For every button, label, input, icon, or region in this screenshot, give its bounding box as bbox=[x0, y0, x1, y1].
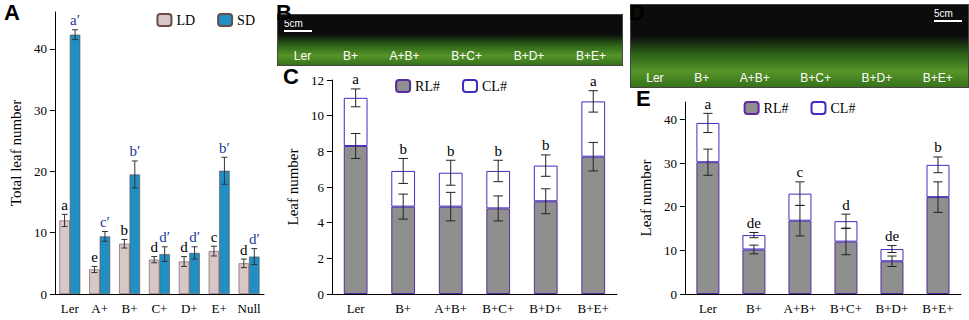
svg-text:B+: B+ bbox=[395, 301, 411, 316]
html-text:B: B bbox=[276, 0, 292, 25]
html-text:5cm: 5cm bbox=[284, 18, 303, 29]
svg-text:Ler: Ler bbox=[347, 301, 366, 316]
html-text:D: D bbox=[629, 0, 645, 25]
svg-text:b′: b′ bbox=[219, 140, 230, 156]
svg-text:10: 10 bbox=[34, 225, 47, 240]
svg-text:A+B+: A+B+ bbox=[784, 301, 817, 316]
svg-text:B+C+: B+C+ bbox=[482, 301, 514, 316]
html-text:B+C+: B+C+ bbox=[800, 71, 831, 85]
svg-text:a: a bbox=[590, 73, 597, 89]
svg-text:B+D+: B+D+ bbox=[529, 301, 562, 316]
svg-text:LD: LD bbox=[176, 13, 195, 28]
svg-text:D+: D+ bbox=[181, 301, 198, 316]
svg-text:10: 10 bbox=[311, 108, 324, 123]
html-text:Ler: Ler bbox=[293, 49, 312, 63]
svg-text:CL#: CL# bbox=[482, 79, 507, 94]
svg-text:Total leaf number: Total leaf number bbox=[8, 100, 24, 206]
html-text:B+: B+ bbox=[694, 71, 710, 85]
html-text:Ler: Ler bbox=[646, 71, 664, 85]
svg-text:a′: a′ bbox=[70, 12, 80, 28]
svg-text:B+: B+ bbox=[746, 301, 762, 316]
svg-text:Ler: Ler bbox=[61, 301, 80, 316]
svg-text:d: d bbox=[842, 197, 850, 213]
svg-text:20: 20 bbox=[664, 199, 677, 214]
html-text:C: C bbox=[283, 64, 299, 89]
svg-text:d: d bbox=[240, 242, 248, 258]
svg-text:Ler: Ler bbox=[699, 301, 718, 316]
html-text:A+B+: A+B+ bbox=[739, 71, 770, 85]
svg-text:0: 0 bbox=[670, 287, 677, 302]
svg-text:30: 30 bbox=[664, 156, 677, 171]
svg-text:b: b bbox=[399, 141, 407, 157]
svg-text:6: 6 bbox=[317, 180, 324, 195]
svg-text:10: 10 bbox=[664, 243, 677, 258]
html-text:B+E+: B+E+ bbox=[576, 49, 607, 63]
html-text:E: E bbox=[636, 86, 651, 111]
svg-text:20: 20 bbox=[34, 164, 47, 179]
html-text:B+D+: B+D+ bbox=[861, 71, 893, 85]
svg-text:RL#: RL# bbox=[415, 79, 440, 94]
svg-text:A+B+: A+B+ bbox=[434, 301, 467, 316]
svg-text:A+: A+ bbox=[91, 301, 108, 316]
svg-text:40: 40 bbox=[34, 41, 47, 56]
html-text:B+: B+ bbox=[342, 49, 358, 63]
svg-text:d′: d′ bbox=[189, 229, 200, 245]
svg-text:B+: B+ bbox=[122, 301, 138, 316]
svg-text:0: 0 bbox=[317, 287, 324, 302]
svg-text:b: b bbox=[542, 137, 550, 153]
svg-text:40: 40 bbox=[664, 112, 677, 127]
svg-text:d′: d′ bbox=[249, 231, 260, 247]
svg-text:d′: d′ bbox=[159, 229, 170, 245]
svg-text:B+C+: B+C+ bbox=[830, 301, 862, 316]
svg-text:RL#: RL# bbox=[764, 101, 789, 116]
svg-text:4: 4 bbox=[317, 215, 324, 230]
svg-text:B+E+: B+E+ bbox=[922, 301, 953, 316]
svg-text:C+: C+ bbox=[151, 301, 167, 316]
svg-text:E+: E+ bbox=[212, 301, 227, 316]
html-text:B+D+: B+D+ bbox=[513, 49, 545, 63]
svg-text:SD: SD bbox=[237, 13, 255, 28]
svg-text:CL#: CL# bbox=[831, 101, 856, 116]
html-text:B+C+: B+C+ bbox=[451, 49, 482, 63]
svg-text:b: b bbox=[121, 222, 129, 238]
svg-text:0: 0 bbox=[40, 287, 47, 302]
svg-text:a: a bbox=[352, 71, 359, 87]
html-text:B+E+: B+E+ bbox=[922, 71, 953, 85]
html-text:A: A bbox=[4, 0, 20, 25]
svg-text:Null: Null bbox=[238, 301, 262, 316]
svg-text:12: 12 bbox=[311, 73, 324, 88]
svg-text:d: d bbox=[150, 239, 158, 255]
svg-text:2: 2 bbox=[317, 251, 324, 266]
svg-text:a: a bbox=[61, 197, 68, 213]
svg-text:B+D+: B+D+ bbox=[876, 301, 909, 316]
svg-text:de: de bbox=[747, 215, 762, 231]
svg-text:de: de bbox=[885, 228, 900, 244]
svg-text:Leaf number: Leaf number bbox=[285, 148, 301, 225]
svg-text:b: b bbox=[934, 139, 942, 155]
svg-text:e: e bbox=[91, 249, 98, 265]
svg-text:c′: c′ bbox=[100, 214, 110, 230]
svg-text:30: 30 bbox=[34, 103, 47, 118]
svg-text:b: b bbox=[494, 143, 502, 159]
html-text:A+B+: A+B+ bbox=[389, 49, 420, 63]
svg-text:a: a bbox=[705, 96, 712, 112]
svg-text:b: b bbox=[447, 143, 455, 159]
svg-text:8: 8 bbox=[317, 144, 324, 159]
svg-text:c: c bbox=[797, 164, 804, 180]
svg-text:c: c bbox=[211, 229, 218, 245]
svg-text:d: d bbox=[180, 239, 188, 255]
svg-text:b′: b′ bbox=[129, 143, 140, 159]
svg-text:B+E+: B+E+ bbox=[578, 301, 609, 316]
html-text:5cm: 5cm bbox=[934, 8, 953, 19]
svg-text:Leaf number: Leaf number bbox=[638, 159, 654, 236]
